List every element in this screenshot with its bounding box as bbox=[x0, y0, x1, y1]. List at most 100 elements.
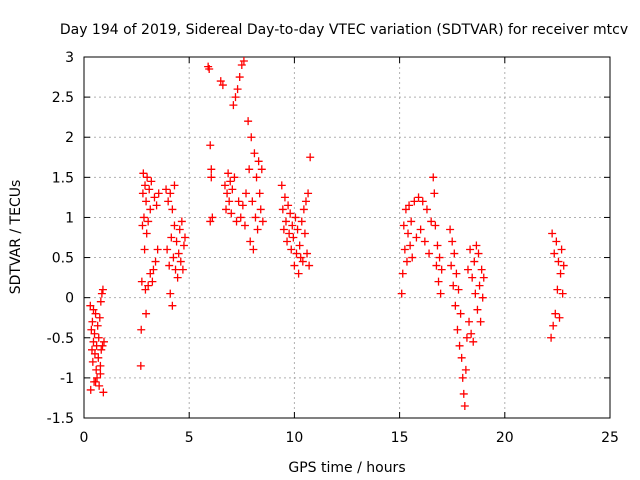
data-point bbox=[456, 309, 465, 318]
data-point bbox=[216, 77, 225, 86]
data-point bbox=[231, 93, 240, 102]
data-point bbox=[459, 389, 468, 398]
data-point bbox=[146, 269, 155, 278]
data-point bbox=[453, 325, 462, 334]
data-point bbox=[96, 297, 105, 306]
data-point bbox=[429, 173, 438, 182]
data-point bbox=[90, 349, 99, 358]
data-point bbox=[450, 249, 459, 258]
data-point bbox=[98, 285, 107, 294]
data-point bbox=[252, 173, 261, 182]
chart-title: Day 194 of 2019, Sidereal Day-to-day VTE… bbox=[60, 22, 628, 38]
data-point bbox=[143, 173, 152, 182]
x-tick-label: 0 bbox=[80, 430, 89, 446]
data-point bbox=[296, 253, 305, 262]
data-point bbox=[230, 173, 239, 182]
data-point bbox=[141, 181, 150, 190]
data-point bbox=[420, 237, 429, 246]
data-point bbox=[206, 141, 215, 150]
data-point bbox=[136, 361, 145, 370]
data-point bbox=[233, 85, 242, 94]
data-point bbox=[138, 221, 147, 230]
data-point bbox=[87, 345, 96, 354]
data-point bbox=[96, 369, 105, 378]
data-point bbox=[433, 241, 442, 250]
data-point bbox=[146, 205, 155, 214]
data-point bbox=[422, 205, 431, 214]
data-point bbox=[457, 353, 466, 362]
data-point bbox=[166, 289, 175, 298]
data-point bbox=[207, 165, 216, 174]
data-point bbox=[301, 197, 310, 206]
data-point bbox=[300, 229, 309, 238]
data-point bbox=[448, 237, 457, 246]
data-point bbox=[551, 309, 560, 318]
data-point bbox=[401, 205, 410, 214]
data-point bbox=[399, 221, 408, 230]
data-point bbox=[478, 293, 487, 302]
data-point bbox=[548, 229, 557, 238]
data-point bbox=[425, 249, 434, 258]
data-point bbox=[97, 345, 106, 354]
data-point bbox=[151, 257, 160, 266]
data-point bbox=[98, 341, 107, 350]
data-point bbox=[446, 225, 455, 234]
y-tick-label: 2.5 bbox=[52, 90, 74, 106]
y-tick-label: 2 bbox=[65, 130, 74, 146]
data-point bbox=[224, 169, 233, 178]
data-point bbox=[175, 225, 184, 234]
data-point bbox=[138, 189, 147, 198]
data-point bbox=[95, 313, 104, 322]
data-point bbox=[89, 305, 98, 314]
data-point bbox=[550, 249, 559, 258]
data-point bbox=[144, 217, 153, 226]
data-point bbox=[86, 385, 95, 394]
data-point bbox=[479, 273, 488, 282]
data-point bbox=[89, 337, 98, 346]
data-point bbox=[238, 201, 247, 210]
data-point bbox=[163, 245, 172, 254]
data-point bbox=[461, 365, 470, 374]
data-point bbox=[559, 261, 568, 270]
data-point bbox=[404, 229, 413, 238]
data-point bbox=[227, 209, 236, 218]
data-point bbox=[142, 197, 151, 206]
data-point bbox=[299, 205, 308, 214]
data-point bbox=[407, 217, 416, 226]
data-point bbox=[408, 253, 417, 262]
data-point bbox=[454, 285, 463, 294]
data-point bbox=[432, 261, 441, 270]
data-point bbox=[460, 401, 469, 410]
data-point bbox=[168, 205, 177, 214]
data-point bbox=[141, 285, 150, 294]
data-point bbox=[180, 233, 189, 242]
data-point bbox=[256, 205, 265, 214]
data-point bbox=[154, 189, 163, 198]
data-point bbox=[447, 261, 456, 270]
data-point bbox=[412, 233, 421, 242]
data-point bbox=[297, 217, 306, 226]
data-point bbox=[289, 233, 298, 242]
data-point bbox=[291, 213, 300, 222]
x-axis-label: GPS time / hours bbox=[288, 460, 405, 476]
data-point bbox=[257, 165, 266, 174]
data-point bbox=[402, 257, 411, 266]
data-point bbox=[206, 217, 215, 226]
data-point bbox=[226, 177, 235, 186]
data-point bbox=[218, 81, 227, 90]
data-point bbox=[242, 189, 251, 198]
data-point bbox=[277, 181, 286, 190]
data-point bbox=[239, 57, 248, 66]
data-point bbox=[207, 173, 216, 182]
data-point bbox=[474, 249, 483, 258]
y-tick-label: 1.5 bbox=[52, 170, 74, 186]
grid-layer bbox=[84, 57, 610, 418]
data-point bbox=[414, 193, 423, 202]
y-tick-label: 1 bbox=[65, 210, 74, 226]
data-point bbox=[472, 241, 481, 250]
data-point bbox=[306, 153, 315, 162]
data-point bbox=[167, 233, 176, 242]
axis-ticks: -1.5 -1 -0.5 0 0.5 1 1.5 2 2.5 3 0 5 10 15 20 25 bbox=[47, 50, 619, 446]
data-point bbox=[281, 217, 290, 226]
data-point bbox=[410, 197, 419, 206]
